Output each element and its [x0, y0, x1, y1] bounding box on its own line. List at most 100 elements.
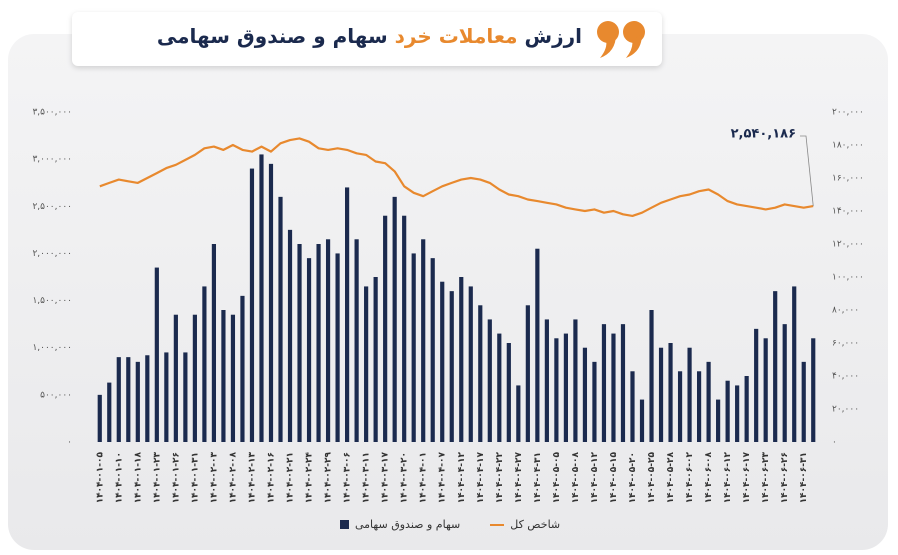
bar — [145, 355, 150, 442]
bar — [811, 338, 816, 442]
x-tick-label: ۱۴۰۴-۰۴-۳۱ — [533, 452, 543, 503]
bar — [516, 385, 521, 442]
bar — [107, 382, 112, 442]
bar — [696, 371, 702, 442]
bar — [97, 394, 102, 442]
y2-tick-label: ۲۰,۰۰۰ — [832, 405, 859, 415]
bar — [735, 385, 740, 442]
bar — [773, 291, 778, 442]
bar — [259, 154, 264, 442]
x-tick-label: ۱۴۰۴-۰۵-۱۲ — [590, 451, 600, 503]
x-tick-label: ۱۴۰۴-۰۵-۲۰ — [628, 452, 638, 503]
title-segment: ارزش — [517, 24, 583, 48]
legend: سهام و صندوق سهامی شاخص کل — [340, 518, 560, 531]
bar — [554, 338, 559, 442]
y2-tick-label: ۱۲۰,۰۰۰ — [832, 240, 864, 250]
bar — [230, 314, 236, 442]
x-tick-label: ۱۴۰۴-۰۲-۰۳ — [209, 451, 219, 503]
bar — [173, 314, 178, 442]
bar — [164, 352, 169, 442]
bar — [668, 343, 673, 442]
y2-tick-label: ۶۰,۰۰۰ — [832, 339, 859, 349]
x-tick-label: ۱۴۰۴-۰۵-۰۸ — [571, 451, 581, 503]
legend-item: سهام و صندوق سهامی — [340, 518, 460, 531]
bar — [592, 361, 597, 442]
legend-label: شاخص کل — [510, 518, 561, 531]
bar — [364, 286, 369, 442]
x-tick-label: ۱۴۰۴-۰۱-۱۸ — [133, 451, 143, 503]
bar — [240, 295, 245, 442]
bar — [354, 239, 359, 442]
bar — [601, 324, 607, 442]
x-tick-label: ۱۴۰۴-۰۱-۳۱ — [190, 452, 200, 503]
x-tick-label: ۱۴۰۴-۰۴-۰۱ — [419, 452, 429, 503]
x-tick-label: ۱۴۰۴-۰۵-۱۵ — [609, 451, 619, 503]
x-tick-label: ۱۴۰۴-۰۵-۲۸ — [666, 451, 676, 503]
x-tick-label: ۱۴۰۴-۰۱-۰۵ — [95, 451, 105, 503]
x-tick-label: ۱۴۰۴-۰۶-۰۲ — [685, 451, 695, 503]
bar — [459, 277, 464, 442]
bar — [126, 357, 131, 442]
legend-item: شاخص کل — [490, 518, 560, 531]
bar — [658, 347, 664, 442]
x-tick-label: ۱۴۰۴-۰۲-۲۴ — [305, 451, 315, 503]
x-tick-label: ۱۴۰۴-۰۵-۰۵ — [552, 451, 562, 503]
bar — [297, 244, 302, 442]
x-tick-label: ۱۴۰۴-۰۴-۱۲ — [457, 451, 467, 503]
bar — [687, 347, 692, 442]
bar — [649, 310, 654, 442]
bar — [221, 310, 226, 442]
x-tick-label: ۱۴۰۴-۰۳-۱۱ — [362, 452, 372, 503]
bar — [716, 399, 721, 442]
bar — [192, 314, 197, 442]
bar — [183, 352, 188, 442]
bar — [630, 371, 635, 442]
y-tick-label: ۱,۰۰۰,۰۰۰ — [32, 343, 72, 353]
x-tick-label: ۱۴۰۴-۰۴-۰۷ — [438, 451, 448, 503]
y-tick-label: ۵۰۰,۰۰۰ — [40, 390, 72, 400]
bar — [506, 343, 511, 442]
bar — [402, 215, 407, 442]
bar — [154, 267, 159, 442]
y2-tick-label: ۱۸۰,۰۰۰ — [832, 141, 864, 151]
bar — [620, 324, 626, 442]
bar — [535, 248, 540, 442]
bar — [478, 305, 483, 442]
y2-tick-label: ۴۰,۰۰۰ — [832, 372, 859, 382]
x-tick-label: ۱۴۰۴-۰۴-۱۷ — [476, 451, 486, 503]
bar — [249, 168, 255, 443]
legend-label: سهام و صندوق سهامی — [355, 518, 461, 531]
x-tick-label: ۱۴۰۴-۰۵-۲۵ — [647, 451, 657, 503]
bar — [325, 239, 331, 442]
x-tick-label: ۱۴۰۴-۰۳-۲۰ — [400, 452, 410, 503]
bar — [525, 305, 530, 442]
x-tick-label: ۱۴۰۴-۰۳-۰۶ — [343, 452, 353, 503]
y-tick-label: ۰ — [67, 438, 72, 448]
bar — [392, 196, 397, 442]
x-tick-label: ۱۴۰۴-۰۴-۲۷ — [514, 451, 524, 503]
bar — [449, 291, 454, 442]
y-tick-label: ۳,۵۰۰,۰۰۰ — [32, 108, 72, 118]
bar — [411, 253, 416, 442]
bar — [421, 239, 426, 442]
legend-swatch — [340, 520, 349, 529]
bar — [677, 371, 683, 442]
x-tick-label: ۱۴۰۴-۰۱-۲۶ — [171, 452, 181, 503]
bar — [468, 286, 473, 442]
bar — [763, 338, 768, 442]
bar — [611, 333, 616, 442]
bar — [316, 244, 321, 442]
bar — [544, 319, 549, 442]
x-tick-label: ۱۴۰۴-۰۶-۲۶ — [780, 452, 790, 503]
x-tick-label: ۱۴۰۴-۰۶-۳۱ — [799, 452, 809, 503]
x-tick-label: ۱۴۰۴-۰۲-۱۳ — [247, 451, 257, 503]
bar — [639, 399, 645, 442]
chart-card — [8, 34, 888, 550]
bar — [563, 333, 568, 442]
y2-tick-label: ۱۴۰,۰۰۰ — [832, 207, 864, 217]
x-tick-label: ۱۴۰۴-۰۶-۲۳ — [761, 451, 771, 503]
x-tick-label: ۱۴۰۴-۰۳-۱۷ — [381, 451, 391, 503]
x-tick-label: ۱۴۰۴-۰۲-۲۹ — [324, 451, 334, 503]
